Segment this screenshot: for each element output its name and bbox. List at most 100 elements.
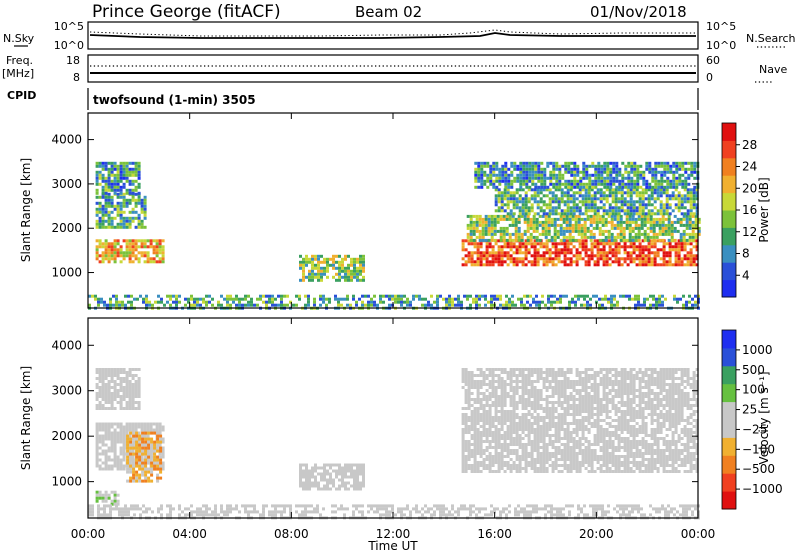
power-cell [110,164,114,168]
power-cell [564,185,568,189]
power-cell [143,260,147,264]
power-cell [566,257,570,261]
power-cell [647,242,651,246]
power-cell [559,217,563,221]
power-cell [226,294,229,298]
power-cell [493,226,497,230]
power-cell [673,226,677,230]
power-cell [587,203,591,207]
power-cell [547,232,551,236]
power-cell [612,176,616,180]
power-cell [629,191,633,195]
velocity-cell [95,431,99,435]
power-cell [589,235,593,239]
power-cell [524,206,528,210]
power-cell [472,300,475,304]
power-cell [528,167,532,171]
velocity-cell [317,481,320,485]
power-cell [614,251,618,255]
power-cell [609,167,613,171]
power-cell [344,266,347,270]
velocity-cell [527,428,531,431]
power-cell [524,191,528,195]
velocity-cell [137,392,141,395]
velocity-cell [311,484,314,488]
velocity-cell [305,466,308,470]
velocity-cell [557,389,561,392]
power-cell [680,206,684,210]
power-cell [612,170,616,174]
power-cell [653,197,657,201]
freq-label: Freq. [6,54,33,67]
power-cell [688,294,691,298]
power-cell [594,170,598,174]
power-cell [128,198,132,202]
power-cell [615,167,619,171]
velocity-cell [539,398,543,401]
power-cell [480,164,484,168]
power-cell [580,223,584,227]
velocity-cell [95,446,99,450]
power-cell [526,220,530,224]
power-cell [681,179,685,183]
power-cell [667,226,671,230]
power-cell [564,161,568,165]
power-cell [95,161,99,165]
power-cell [148,303,151,307]
power-cell [461,257,465,261]
power-cell [533,197,537,201]
power-cell [531,176,535,180]
velocity-cell [135,464,139,468]
velocity-cell [305,478,308,482]
velocity-cell [140,458,144,462]
velocity-cell [347,469,350,473]
power-cell [641,257,645,261]
power-cell [470,254,474,258]
velocity-cell [467,383,471,386]
velocity-cell [341,469,344,473]
power-cell [683,197,687,201]
power-cell [620,257,624,261]
nsky-tick-bottom: 10^0 [54,39,84,52]
velocity-cell [128,449,132,453]
power-cell [575,251,579,255]
power-cell [250,297,253,301]
velocity-cell [147,443,151,447]
power-cell [424,303,427,307]
power-cell [467,239,471,243]
power-cell [492,185,496,189]
velocity-cell [518,422,522,425]
velocity-cell [353,487,356,491]
velocity-cell [563,422,567,425]
velocity-cell [524,467,528,470]
power-cell [686,242,690,246]
power-cell [506,251,510,255]
power-cell [109,297,112,301]
power-cell [694,235,698,239]
velocity-cell [107,428,111,432]
power-cell [668,206,672,210]
velocity-cell [95,443,99,447]
power-cell [554,245,558,249]
power-cell [611,248,615,252]
power-cell [625,294,628,298]
velocity-cell [542,425,546,428]
velocity-cell [116,392,120,395]
velocity-cell [350,484,353,488]
velocity-cell [563,371,567,374]
power-cell [656,191,660,195]
power-cell [609,185,613,189]
power-cell [603,167,607,171]
velocity-cell [131,443,135,447]
velocity-cell [563,434,567,437]
power-cell [524,251,528,255]
velocity-cell [134,401,138,404]
velocity-cell [557,464,561,467]
power-cell [534,185,538,189]
velocity-cell [104,455,108,459]
power-cell [613,235,617,239]
power-cell [582,164,586,168]
power-cell [101,254,105,258]
power-cell [490,217,494,221]
power-cell [639,185,643,189]
